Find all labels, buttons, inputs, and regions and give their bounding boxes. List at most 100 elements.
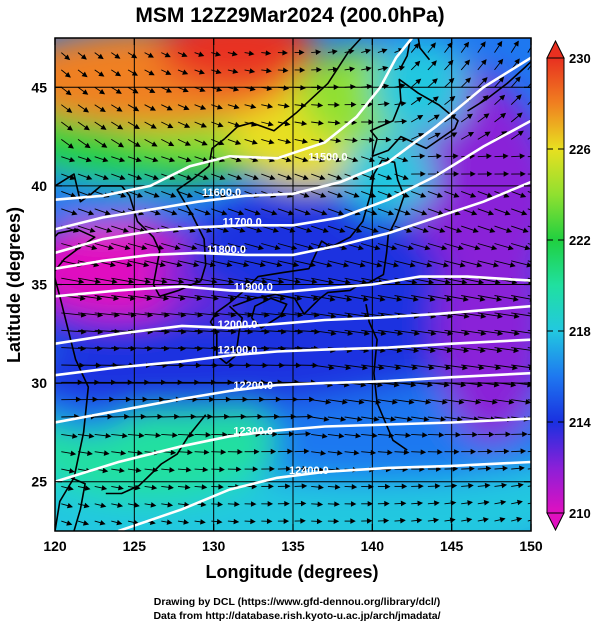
wind-arrow-629 bbox=[427, 295, 453, 302]
wind-arrow-586 bbox=[394, 65, 405, 71]
wind-arrow-277 bbox=[211, 86, 223, 92]
wind-arrow-337 bbox=[261, 501, 274, 507]
wind-arrow-526 bbox=[361, 137, 375, 143]
wind-arrow-295 bbox=[227, 260, 250, 268]
wind-arrow-251 bbox=[194, 51, 205, 57]
wind-arrow-335 bbox=[244, 50, 255, 57]
wind-arrow-46 bbox=[77, 208, 95, 216]
wind-arrow-520 bbox=[361, 243, 381, 251]
wind-arrow-644 bbox=[444, 517, 456, 524]
wind-arrow-569 bbox=[394, 364, 418, 371]
credit-drawing: Drawing by DCL (https://www.gfd-dennou.o… bbox=[154, 596, 440, 608]
wind-arrow-83 bbox=[94, 52, 104, 60]
wind-arrow-413 bbox=[294, 156, 309, 163]
wind-arrow-781 bbox=[510, 76, 521, 88]
wind-arrow-602 bbox=[411, 277, 435, 285]
wind-arrow-25 bbox=[61, 86, 72, 96]
wind-arrow-228 bbox=[194, 449, 210, 455]
wind-arrow-384 bbox=[277, 173, 293, 181]
wind-arrow-132 bbox=[127, 173, 143, 181]
x-axis: 120 125 130 135 140 145 150 bbox=[43, 38, 543, 554]
wind-arrow-107 bbox=[111, 121, 124, 130]
wind-arrow-296 bbox=[227, 243, 248, 251]
wind-arrow-606 bbox=[411, 208, 428, 216]
wind-arrow-695 bbox=[460, 113, 473, 123]
wind-arrow-679 bbox=[461, 399, 482, 405]
wind-arrow-440 bbox=[311, 173, 326, 181]
wind-arrow-429 bbox=[311, 364, 335, 371]
wind-arrow-56 bbox=[94, 520, 106, 526]
wind-arrow-658 bbox=[444, 277, 468, 285]
wind-arrow-376 bbox=[277, 312, 304, 318]
wind-arrow-481 bbox=[344, 432, 362, 439]
wind-arrow-495 bbox=[344, 190, 360, 198]
x-tick-label-150: 150 bbox=[519, 538, 543, 554]
y-tick-label-35: 35 bbox=[31, 277, 47, 293]
wind-arrow-550 bbox=[377, 208, 395, 216]
wind-arrow-575 bbox=[394, 260, 416, 268]
wind-arrow-810 bbox=[527, 60, 531, 71]
contour-line-0 bbox=[55, 38, 414, 201]
wind-arrow-632 bbox=[427, 243, 448, 251]
wind-arrow-414 bbox=[294, 138, 308, 144]
wind-arrow-561 bbox=[394, 500, 407, 507]
wind-arrow-671 bbox=[444, 41, 453, 53]
wind-arrow-49 bbox=[77, 156, 92, 163]
height-contours bbox=[55, 38, 531, 531]
y-tick-label-30: 30 bbox=[31, 375, 47, 391]
wind-arrow-531 bbox=[361, 48, 372, 55]
wind-arrow-117 bbox=[127, 432, 145, 439]
wind-arrow-567 bbox=[394, 399, 415, 405]
wind-arrow-197 bbox=[177, 501, 190, 508]
wind-arrow-808 bbox=[527, 100, 531, 106]
wind-arrow-366 bbox=[277, 483, 291, 490]
wind-arrow-568 bbox=[394, 381, 417, 388]
wind-arrow-128 bbox=[127, 243, 148, 251]
wind-arrow-806 bbox=[527, 136, 531, 140]
wind-arrow-405 bbox=[294, 295, 319, 301]
x-tick-label-120: 120 bbox=[43, 538, 67, 554]
wind-arrow-45 bbox=[77, 225, 96, 233]
wind-arrow-420 bbox=[311, 518, 323, 525]
wind-arrow-803 bbox=[527, 190, 531, 194]
wind-arrow-444 bbox=[311, 102, 324, 108]
wind-arrow-342 bbox=[261, 413, 280, 420]
wind-arrow-619 bbox=[427, 466, 442, 472]
wind-arrow-253 bbox=[211, 501, 224, 508]
wind-arrow-237 bbox=[194, 295, 219, 301]
wind-arrow-538 bbox=[377, 416, 397, 422]
wind-arrow-229 bbox=[194, 432, 212, 438]
wind-arrow-211 bbox=[177, 260, 200, 268]
wind-arrow-216 bbox=[177, 173, 193, 181]
wind-arrow-298 bbox=[227, 208, 245, 216]
plot-area: 11500.0 11600.0 11700.0 11800.0 11900.0 12000… bbox=[55, 38, 531, 531]
wind-arrow-167 bbox=[144, 52, 154, 58]
wind-arrow-736 bbox=[494, 381, 517, 388]
wind-arrow-208 bbox=[177, 312, 204, 318]
wind-arrow-533 bbox=[377, 500, 390, 507]
wind-arrow-772 bbox=[511, 243, 531, 251]
wind-arrow-27 bbox=[61, 52, 71, 61]
y-tick-label-40: 40 bbox=[31, 178, 47, 194]
wind-arrow-601 bbox=[411, 295, 436, 302]
wind-arrow-605 bbox=[411, 225, 429, 233]
wind-arrow-608 bbox=[411, 171, 426, 177]
wind-arrow-32 bbox=[77, 450, 93, 456]
wind-arrow-667 bbox=[444, 114, 457, 123]
wind-arrow-106 bbox=[111, 139, 125, 148]
wind-arrow-688 bbox=[461, 243, 481, 251]
wind-arrow-244 bbox=[194, 173, 209, 181]
wind-arrow-162 bbox=[144, 139, 158, 147]
wind-arrow-603 bbox=[411, 260, 433, 268]
wind-arrow-558 bbox=[377, 65, 389, 72]
wind-arrow-113 bbox=[127, 502, 140, 508]
wind-arrow-99 bbox=[111, 260, 133, 268]
wind-arrow-200 bbox=[177, 449, 193, 456]
wind-arrow-737 bbox=[494, 364, 518, 371]
wind-arrow-111 bbox=[111, 52, 121, 59]
wind-arrow-258 bbox=[211, 413, 230, 420]
wind-arrow-493 bbox=[344, 225, 363, 233]
wind-arrow-76 bbox=[94, 173, 109, 181]
wind-arrow-721 bbox=[477, 153, 492, 159]
